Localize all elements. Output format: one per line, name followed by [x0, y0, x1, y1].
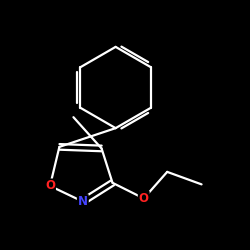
- Text: O: O: [45, 180, 55, 192]
- Text: N: N: [78, 195, 88, 208]
- Text: O: O: [139, 192, 149, 205]
